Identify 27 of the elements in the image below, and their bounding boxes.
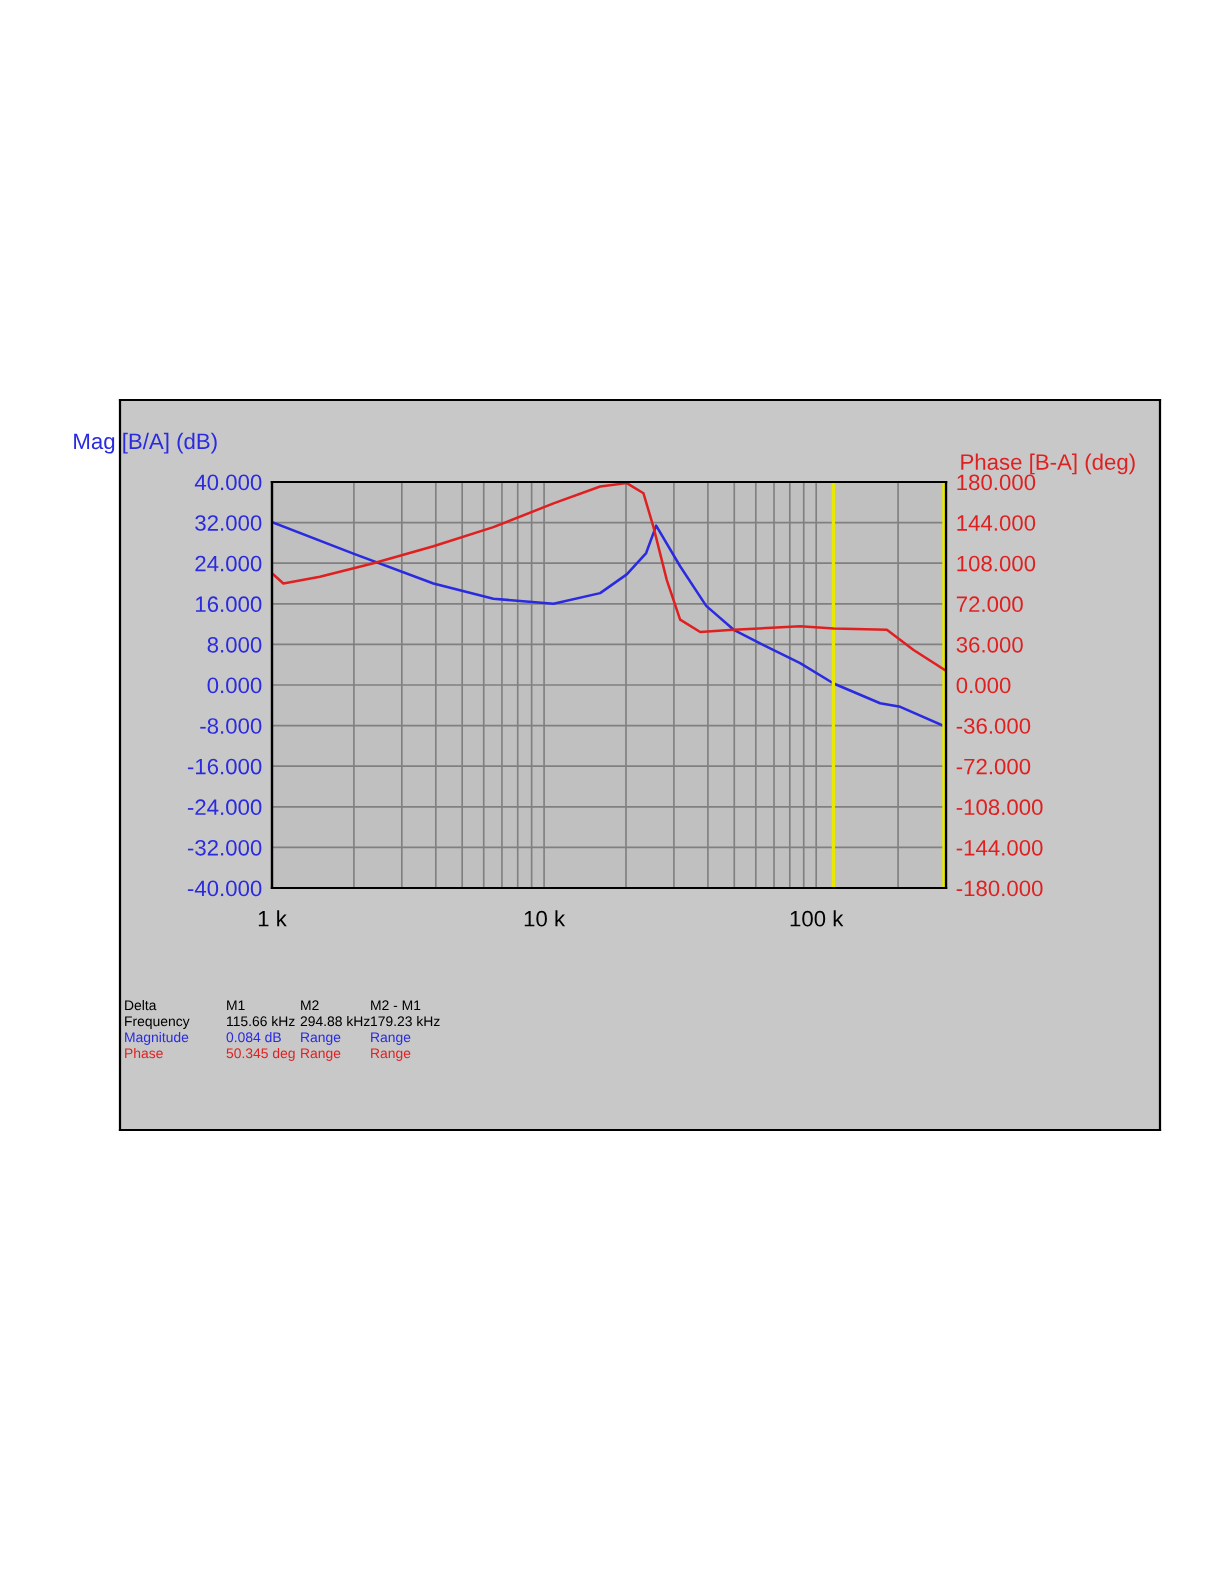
y2-tick-label: -36.000 [956,718,1031,734]
y2-tick-label: -108.000 [956,799,1043,816]
y-tick-label: 32.000 [195,515,262,531]
y-tick-label: 8.000 [207,636,262,653]
y-tick-label: -16.000 [187,758,262,775]
y-tick-label: -40.000 [187,880,262,897]
y2-tick-label: 36.000 [956,636,1023,653]
y-tick-label: -8.000 [200,718,262,734]
y-tick-label: 0.000 [207,677,262,694]
y2-tick-label: 0.000 [956,677,1011,694]
y-tick-label: 24.000 [195,555,262,572]
y-tick-label: 40.000 [194,474,262,491]
y2-tick-label: -144.000 [956,839,1043,856]
y2-tick-label: 180.000 [957,474,1036,491]
y-axis-title: Mag [B/A] (dB) [74,432,217,454]
y2-tick-label: 144.000 [957,515,1036,531]
y-tick-label: -32.000 [187,839,262,856]
y2-tick-label: -72.000 [956,758,1031,775]
y2-tick-label: -180.000 [956,880,1043,897]
y2-axis-title: Phase [B-A] (deg) [961,453,1135,475]
x-tick-label: 1 k [258,910,287,927]
y2-tick-label: 108.000 [957,555,1036,572]
y2-tick-label: 72.000 [956,596,1023,613]
y-tick-label: 16.000 [196,596,262,613]
x-tick-label: 10 k [524,910,566,927]
y-tick-label: -24.000 [187,799,262,816]
x-tick-label: 100 k [790,910,844,927]
